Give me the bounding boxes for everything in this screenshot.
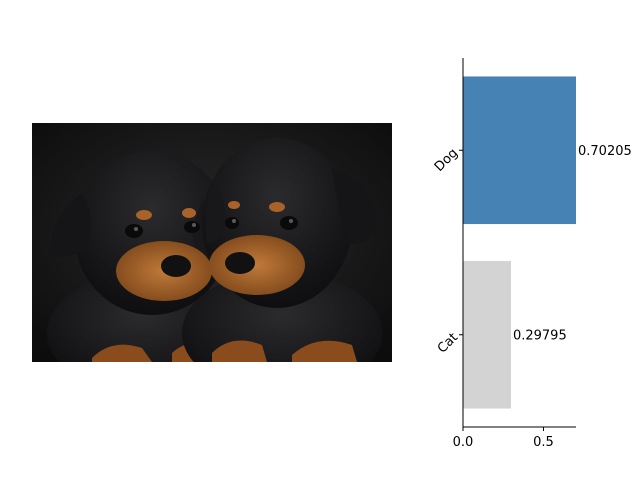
right-puppy bbox=[182, 138, 382, 362]
y-ticks-group: Dog Cat bbox=[432, 146, 463, 356]
x-ticks-group: 0.0 0.5 bbox=[453, 427, 554, 450]
data-label-dog: 0.70205 bbox=[578, 144, 632, 159]
x-tick-label: 0.0 bbox=[453, 435, 474, 450]
x-tick-label: 0.5 bbox=[533, 435, 554, 450]
data-label-cat: 0.29795 bbox=[513, 328, 567, 343]
bar-cat bbox=[463, 260, 511, 409]
y-tick-label-dog: Dog bbox=[432, 146, 461, 175]
bar-dog bbox=[463, 76, 576, 225]
puppies-photo bbox=[32, 123, 392, 362]
data-labels-group: 0.70205 0.29795 bbox=[513, 144, 632, 343]
y-tick-label-cat: Cat bbox=[435, 330, 461, 356]
left-puppy bbox=[47, 151, 237, 362]
bars-group bbox=[463, 76, 576, 409]
photo-rottweiler-puppies-icon bbox=[32, 123, 392, 362]
